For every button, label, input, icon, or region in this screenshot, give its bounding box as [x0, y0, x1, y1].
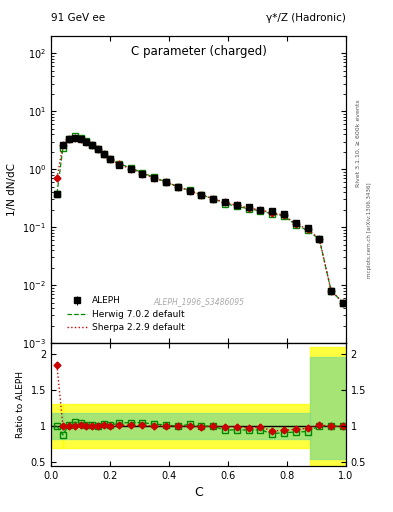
X-axis label: C: C	[194, 486, 203, 499]
Herwig 7.0.2 default	[222, 201, 227, 207]
Sherpa 2.2.9 default	[329, 288, 333, 294]
Herwig 7.0.2 default	[78, 135, 83, 141]
Herwig 7.0.2 default	[270, 211, 275, 217]
Herwig 7.0.2 default	[187, 187, 192, 194]
Herwig 7.0.2 default	[234, 203, 239, 209]
Sherpa 2.2.9 default	[66, 136, 71, 142]
Sherpa 2.2.9 default	[305, 226, 310, 232]
Herwig 7.0.2 default	[305, 227, 310, 233]
Herwig 7.0.2 default	[199, 192, 204, 198]
Sherpa 2.2.9 default	[258, 207, 263, 213]
Sherpa 2.2.9 default	[96, 146, 101, 153]
Herwig 7.0.2 default	[281, 213, 286, 219]
Sherpa 2.2.9 default	[187, 188, 192, 194]
Herwig 7.0.2 default	[96, 146, 101, 153]
Y-axis label: Ratio to ALEPH: Ratio to ALEPH	[16, 371, 25, 438]
Y-axis label: 1/N dN/dC: 1/N dN/dC	[7, 163, 17, 216]
Sherpa 2.2.9 default	[61, 142, 65, 148]
Sherpa 2.2.9 default	[341, 300, 345, 306]
Sherpa 2.2.9 default	[117, 161, 121, 167]
Sherpa 2.2.9 default	[199, 192, 204, 198]
Herwig 7.0.2 default	[341, 300, 345, 306]
Sherpa 2.2.9 default	[72, 135, 77, 141]
Legend: ALEPH, Herwig 7.0.2 default, Sherpa 2.2.9 default: ALEPH, Herwig 7.0.2 default, Sherpa 2.2.…	[67, 296, 185, 332]
Sherpa 2.2.9 default	[152, 175, 156, 181]
Sherpa 2.2.9 default	[84, 138, 89, 144]
Sherpa 2.2.9 default	[270, 209, 275, 216]
Sherpa 2.2.9 default	[222, 199, 227, 205]
Herwig 7.0.2 default	[211, 196, 216, 202]
Herwig 7.0.2 default	[117, 160, 121, 166]
Line: Herwig 7.0.2 default: Herwig 7.0.2 default	[57, 136, 343, 303]
Herwig 7.0.2 default	[102, 151, 107, 157]
Herwig 7.0.2 default	[90, 142, 95, 148]
Herwig 7.0.2 default	[246, 206, 251, 212]
Herwig 7.0.2 default	[140, 169, 145, 176]
Sherpa 2.2.9 default	[246, 205, 251, 211]
Text: 91 GeV ee: 91 GeV ee	[51, 13, 105, 23]
Line: Sherpa 2.2.9 default: Sherpa 2.2.9 default	[57, 138, 343, 303]
Herwig 7.0.2 default	[329, 288, 333, 294]
Herwig 7.0.2 default	[164, 179, 169, 185]
Herwig 7.0.2 default	[258, 208, 263, 214]
Text: Rivet 3.1.10, ≥ 600k events: Rivet 3.1.10, ≥ 600k events	[356, 99, 361, 187]
Sherpa 2.2.9 default	[281, 212, 286, 219]
Herwig 7.0.2 default	[66, 136, 71, 142]
Herwig 7.0.2 default	[55, 190, 59, 197]
Sherpa 2.2.9 default	[293, 221, 298, 227]
Herwig 7.0.2 default	[129, 165, 133, 171]
Herwig 7.0.2 default	[61, 145, 65, 152]
Bar	[310, 347, 346, 466]
Sherpa 2.2.9 default	[175, 184, 180, 190]
Herwig 7.0.2 default	[175, 184, 180, 190]
Sherpa 2.2.9 default	[129, 166, 133, 172]
Herwig 7.0.2 default	[72, 133, 77, 139]
Bar	[63, 413, 310, 439]
Sherpa 2.2.9 default	[234, 202, 239, 208]
Sherpa 2.2.9 default	[108, 156, 112, 162]
Sherpa 2.2.9 default	[317, 236, 322, 242]
Herwig 7.0.2 default	[317, 236, 322, 242]
Sherpa 2.2.9 default	[90, 142, 95, 148]
Sherpa 2.2.9 default	[140, 170, 145, 177]
Herwig 7.0.2 default	[84, 138, 89, 144]
Bar	[51, 413, 63, 439]
Sherpa 2.2.9 default	[211, 196, 216, 202]
Herwig 7.0.2 default	[152, 175, 156, 181]
Text: ALEPH_1996_S3486095: ALEPH_1996_S3486095	[153, 297, 244, 306]
Bar	[310, 357, 346, 459]
Sherpa 2.2.9 default	[164, 179, 169, 185]
Text: γ*/Z (Hadronic): γ*/Z (Hadronic)	[266, 13, 346, 23]
Sherpa 2.2.9 default	[102, 151, 107, 157]
Sherpa 2.2.9 default	[78, 136, 83, 142]
Text: C parameter (charged): C parameter (charged)	[130, 45, 266, 58]
Bar	[63, 404, 310, 448]
Herwig 7.0.2 default	[108, 156, 112, 162]
Bar	[51, 404, 63, 448]
Text: mcplots.cern.ch [arXiv:1306.3436]: mcplots.cern.ch [arXiv:1306.3436]	[367, 183, 373, 278]
Sherpa 2.2.9 default	[55, 175, 59, 181]
Herwig 7.0.2 default	[293, 222, 298, 228]
